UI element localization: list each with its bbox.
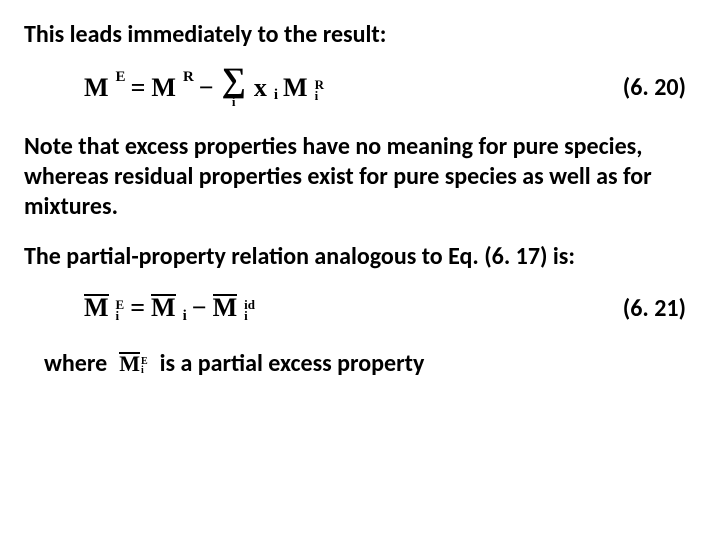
sym-M: M xyxy=(84,73,109,103)
subsup-Ei: Ei xyxy=(116,299,125,321)
sym-minus: − xyxy=(199,73,214,103)
sym-Mbar: M xyxy=(84,293,109,323)
sigma-icon: ∑ i xyxy=(222,67,246,108)
where-pre: where xyxy=(44,349,107,378)
where-line: where MEi is a partial excess property xyxy=(44,349,696,378)
equation-1: ME = MR − ∑ i xi MRi xyxy=(84,67,324,108)
equation-row-2: M Ei = Mi − Midi (6. 21) xyxy=(24,293,696,323)
sub-i: i xyxy=(183,308,187,325)
where-post: is a partial excess property xyxy=(160,349,425,378)
equation-row-1: ME = MR − ∑ i xi MRi (6. 20) xyxy=(24,67,696,108)
note-text: Note that excess properties have no mean… xyxy=(24,132,696,222)
sym-Mbar: M xyxy=(151,293,176,323)
subsup-idi: idi xyxy=(244,299,255,321)
sym-eq: = xyxy=(130,293,145,323)
sup-R: R xyxy=(183,69,194,86)
equation-2: M Ei = Mi − Midi xyxy=(84,293,255,323)
sym-eq: = xyxy=(131,73,146,103)
sym-M: M xyxy=(283,73,308,103)
equation-number-1: (6. 20) xyxy=(623,73,696,102)
sym-Mbar: M xyxy=(213,293,238,323)
intro-text: This leads immediately to the result: xyxy=(24,20,696,49)
subsup-Ri: Ri xyxy=(315,79,324,101)
sym-M: M xyxy=(151,73,176,103)
inline-MiE: MEi xyxy=(119,351,147,377)
sym-x: x xyxy=(254,73,267,103)
equation-number-2: (6. 21) xyxy=(623,294,696,323)
partial-relation-text: The partial-property relation analogous … xyxy=(24,242,696,271)
sup-E: E xyxy=(116,69,126,86)
sub-i: i xyxy=(274,87,278,104)
sym-minus: − xyxy=(192,293,207,323)
